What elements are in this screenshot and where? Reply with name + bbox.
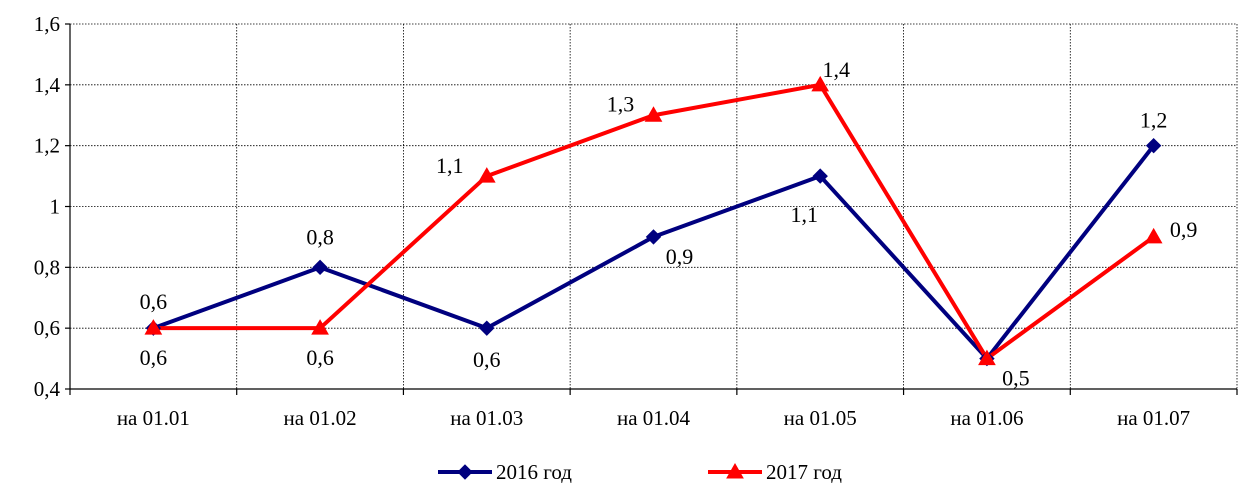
x-tick-label: на 01.03 (450, 406, 523, 430)
y-tick-label: 0,4 (34, 377, 61, 401)
y-tick-label: 1,2 (34, 134, 60, 158)
data-label: 1,1 (790, 202, 818, 227)
data-labels: 0,6 0,8 0,6 0,9 1,1 1,2 0,6 0,6 1,1 1,3 1,4 0,5 0,9 (140, 57, 1198, 391)
data-point-marker (1145, 137, 1162, 154)
cropped-title (95, 0, 875, 12)
data-label: 0,9 (666, 244, 694, 269)
series-line-2 (153, 82, 1155, 361)
data-label: 0,6 (140, 345, 168, 370)
legend-marker (726, 462, 744, 479)
data-point-marker (477, 167, 496, 183)
x-axis-ticks: на 01.01 на 01.02 на 01.03 на 01.04 на 01.05… (117, 406, 1190, 430)
data-label: 1,1 (436, 153, 464, 178)
y-axis-ticks: 0,4 0,6 0,8 1 1,2 1,4 1,6 (34, 12, 61, 401)
y-tick-label: 1 (50, 195, 61, 219)
data-label: 0,6 (140, 289, 168, 314)
x-tick-label: на 01.06 (950, 406, 1023, 430)
data-point-marker (978, 349, 996, 366)
data-label: 0,5 (1002, 366, 1030, 391)
y-tick-label: 0,6 (34, 316, 60, 340)
data-label: 1,2 (1140, 108, 1168, 133)
data-point-marker (479, 320, 495, 336)
gridlines (70, 23, 1238, 389)
legend-label: 2017 год (766, 460, 842, 484)
legend-label: 2016 год (496, 460, 572, 484)
y-tick-label: 0,8 (34, 255, 60, 279)
data-point-marker (811, 75, 830, 92)
data-point-marker (144, 319, 163, 335)
legend: 2016 год 2017 год (438, 460, 842, 484)
data-label: 0,8 (306, 224, 334, 249)
data-point-marker (1144, 227, 1163, 244)
axes (65, 23, 1238, 395)
series-lines (152, 82, 1156, 361)
data-label: 0,6 (306, 345, 334, 370)
data-label: 1,4 (822, 57, 850, 82)
legend-marker (457, 464, 473, 480)
y-tick-label: 1,6 (34, 12, 60, 36)
data-label: 0,6 (473, 347, 501, 372)
data-point-marker (812, 168, 828, 184)
x-tick-label: на 01.05 (784, 406, 857, 430)
data-point-marker (645, 229, 662, 245)
x-tick-label: на 01.07 (1117, 406, 1190, 430)
data-label: 1,3 (607, 91, 635, 116)
x-tick-label: на 01.04 (617, 406, 691, 430)
data-point-marker (312, 259, 328, 276)
data-label: 0,9 (1170, 217, 1198, 242)
y-tick-label: 1,4 (34, 73, 61, 97)
data-point-marker (644, 106, 663, 122)
x-tick-label: на 01.01 (117, 406, 190, 430)
data-point-marker (311, 319, 329, 335)
x-tick-label: на 01.02 (284, 406, 357, 430)
series-markers (144, 75, 1163, 367)
